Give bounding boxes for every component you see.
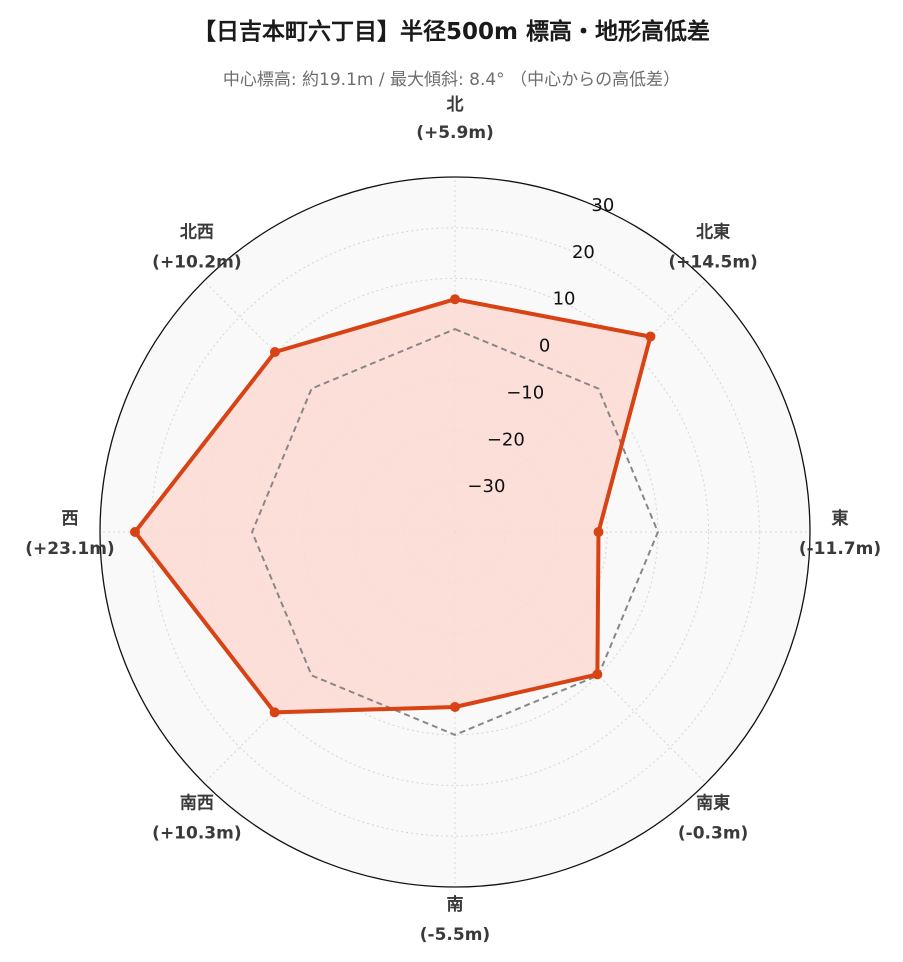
radial-tick-label: −20 [487, 429, 525, 450]
direction-value-label: (-0.3m) [678, 824, 748, 844]
grid-spoke [203, 531, 456, 784]
direction-label: 南西 [180, 793, 214, 814]
direction-value-label: (-11.7m) [799, 539, 881, 559]
data-point [593, 527, 604, 537]
direction-value-label: (+23.1m) [25, 539, 114, 559]
outer-boundary [99, 176, 811, 888]
data-point [592, 669, 603, 680]
direction-value-label: (+5.9m) [416, 123, 494, 143]
radial-tick-label: 10 [553, 289, 576, 310]
series-fill [135, 299, 651, 713]
direction-label: 北 [447, 95, 464, 115]
data-point [450, 294, 460, 305]
grid-spoke [203, 280, 456, 533]
data-point [269, 707, 280, 718]
chart-title: 【日吉本町六丁目】半径500m 標高・地形高低差 [193, 19, 710, 45]
data-point [269, 346, 280, 357]
direction-label: 南東 [696, 793, 730, 814]
radial-tick-label: −30 [467, 476, 505, 497]
direction-value-label: (+14.5m) [668, 252, 757, 272]
direction-label: 北西 [180, 222, 214, 242]
radial-tick-label: 30 [591, 195, 614, 216]
data-point [450, 701, 460, 712]
grid-spoke [454, 531, 707, 784]
radial-tick-label: −10 [506, 382, 544, 403]
direction-label: 南 [447, 894, 464, 915]
direction-value-label: (-5.5m) [420, 925, 490, 945]
grid-spoke [454, 280, 707, 533]
direction-label: 東 [832, 508, 849, 529]
direction-value-label: (+10.2m) [152, 252, 241, 272]
reference-line [251, 328, 659, 736]
chart-subtitle: 中心標高: 約19.1m / 最大傾斜: 8.4° （中心からの高低差） [222, 70, 681, 90]
radial-tick-label: 0 [539, 336, 550, 357]
direction-label: 北東 [696, 221, 730, 242]
data-point [645, 331, 656, 342]
direction-value-label: (+10.3m) [152, 824, 241, 844]
radial-tick-label: 20 [572, 242, 595, 263]
direction-label: 西 [62, 509, 79, 529]
data-point [129, 527, 140, 537]
